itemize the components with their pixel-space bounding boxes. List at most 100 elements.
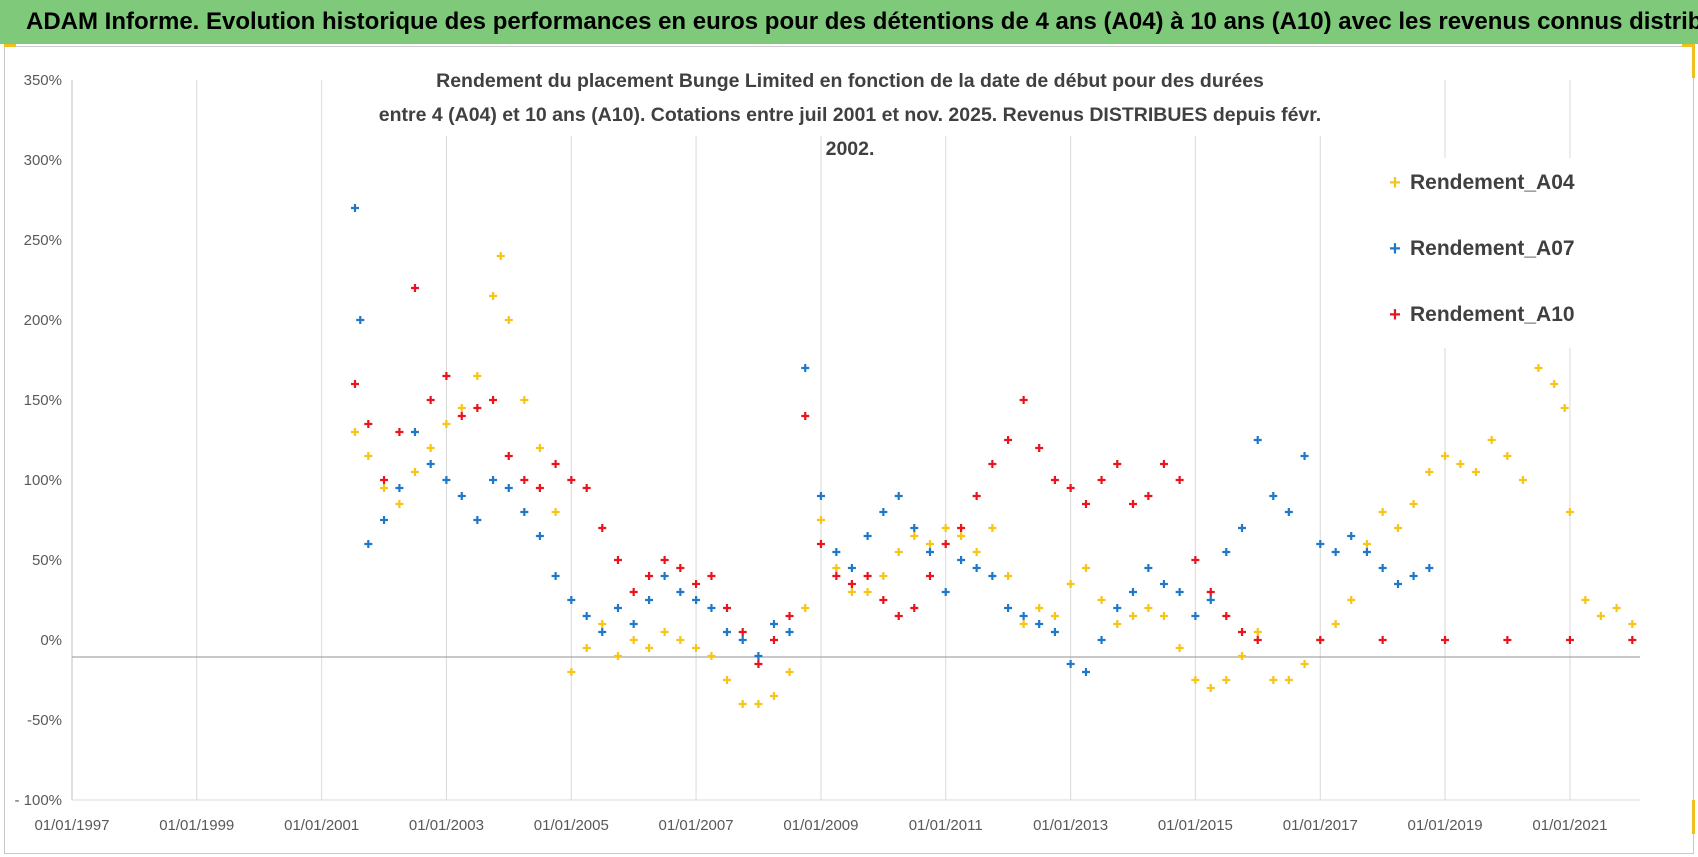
plus-marker-icon: + xyxy=(1389,172,1401,194)
data-point xyxy=(988,524,997,532)
data-point xyxy=(785,612,794,620)
data-point xyxy=(738,636,747,644)
data-point xyxy=(1206,588,1215,596)
plus-marker-icon: + xyxy=(1389,304,1401,326)
data-point xyxy=(1550,380,1559,388)
data-point xyxy=(1159,580,1168,588)
y-tick-label: 250% xyxy=(24,232,62,249)
data-point xyxy=(1409,500,1418,508)
data-point xyxy=(1347,532,1356,540)
data-point xyxy=(957,524,966,532)
x-tick-label: 01/01/2019 xyxy=(1407,817,1482,834)
data-point xyxy=(1019,620,1028,628)
data-point xyxy=(863,532,872,540)
data-point xyxy=(1284,676,1293,684)
data-point xyxy=(1113,604,1122,612)
data-point xyxy=(473,516,482,524)
data-point xyxy=(410,428,419,436)
data-point xyxy=(426,396,435,404)
data-point xyxy=(598,628,607,636)
data-point xyxy=(520,396,529,404)
data-point xyxy=(582,484,591,492)
data-point xyxy=(1097,596,1106,604)
legend: + Rendement_A04 + Rendement_A07 + Rendement… xyxy=(1386,158,1632,348)
data-point xyxy=(1206,684,1215,692)
data-point xyxy=(1082,668,1091,676)
data-point xyxy=(551,572,560,580)
data-point xyxy=(1144,604,1153,612)
data-point xyxy=(1441,636,1450,644)
data-point xyxy=(473,372,482,380)
data-point xyxy=(1019,396,1028,404)
data-point xyxy=(1565,636,1574,644)
data-point xyxy=(925,572,934,580)
x-tick-label: 01/01/2007 xyxy=(659,817,734,834)
data-point xyxy=(1082,500,1091,508)
data-point xyxy=(1238,628,1247,636)
data-point xyxy=(535,484,544,492)
data-point xyxy=(1503,636,1512,644)
data-point xyxy=(957,532,966,540)
data-point xyxy=(489,292,498,300)
data-point xyxy=(785,668,794,676)
legend-item-a07: + Rendement_A07 xyxy=(1386,234,1574,264)
data-point xyxy=(816,492,825,500)
x-tick-label: 01/01/2001 xyxy=(284,817,359,834)
data-point xyxy=(957,556,966,564)
corner-accent-top-right xyxy=(1682,44,1694,47)
data-point xyxy=(847,564,856,572)
y-tick-label: - 100% xyxy=(14,792,62,809)
data-point xyxy=(863,572,872,580)
data-point xyxy=(1144,564,1153,572)
data-point xyxy=(910,604,919,612)
data-point xyxy=(769,636,778,644)
y-tick-label: 200% xyxy=(24,312,62,329)
y-tick-label: 0% xyxy=(40,632,62,649)
data-point xyxy=(692,596,701,604)
y-tick-label: 50% xyxy=(32,552,62,569)
data-point xyxy=(567,476,576,484)
data-point xyxy=(645,572,654,580)
data-point xyxy=(1113,620,1122,628)
data-point xyxy=(660,628,669,636)
y-tick-label: 300% xyxy=(24,152,62,169)
data-point xyxy=(879,572,888,580)
data-point xyxy=(988,460,997,468)
data-point xyxy=(629,620,638,628)
data-point xyxy=(473,404,482,412)
y-tick-label: 100% xyxy=(24,472,62,489)
data-point xyxy=(410,284,419,292)
data-point xyxy=(1331,620,1340,628)
data-point xyxy=(395,500,404,508)
data-point xyxy=(894,492,903,500)
data-point xyxy=(847,588,856,596)
grid-layer xyxy=(71,80,1640,801)
data-point xyxy=(972,564,981,572)
data-point xyxy=(1471,468,1480,476)
data-point xyxy=(582,612,591,620)
data-point xyxy=(1269,676,1278,684)
data-point xyxy=(972,492,981,500)
x-tick-label: 01/01/1999 xyxy=(159,817,234,834)
data-point xyxy=(738,628,747,636)
data-point xyxy=(613,556,622,564)
series-rendement_a04 xyxy=(350,252,1637,708)
data-point xyxy=(1628,636,1637,644)
data-point xyxy=(504,452,513,460)
data-point xyxy=(1159,460,1168,468)
data-point xyxy=(1004,436,1013,444)
data-point xyxy=(535,444,544,452)
data-point xyxy=(1175,476,1184,484)
data-point xyxy=(941,588,950,596)
data-point xyxy=(1362,540,1371,548)
corner-accent-right-lower xyxy=(1692,800,1695,834)
data-point xyxy=(1129,612,1137,620)
x-tick-label: 01/01/2017 xyxy=(1283,817,1358,834)
data-point xyxy=(1316,540,1325,548)
data-point xyxy=(442,476,451,484)
y-tick-label: -50% xyxy=(27,712,62,729)
data-point xyxy=(1097,476,1106,484)
data-point xyxy=(520,508,529,516)
data-point xyxy=(350,428,359,436)
